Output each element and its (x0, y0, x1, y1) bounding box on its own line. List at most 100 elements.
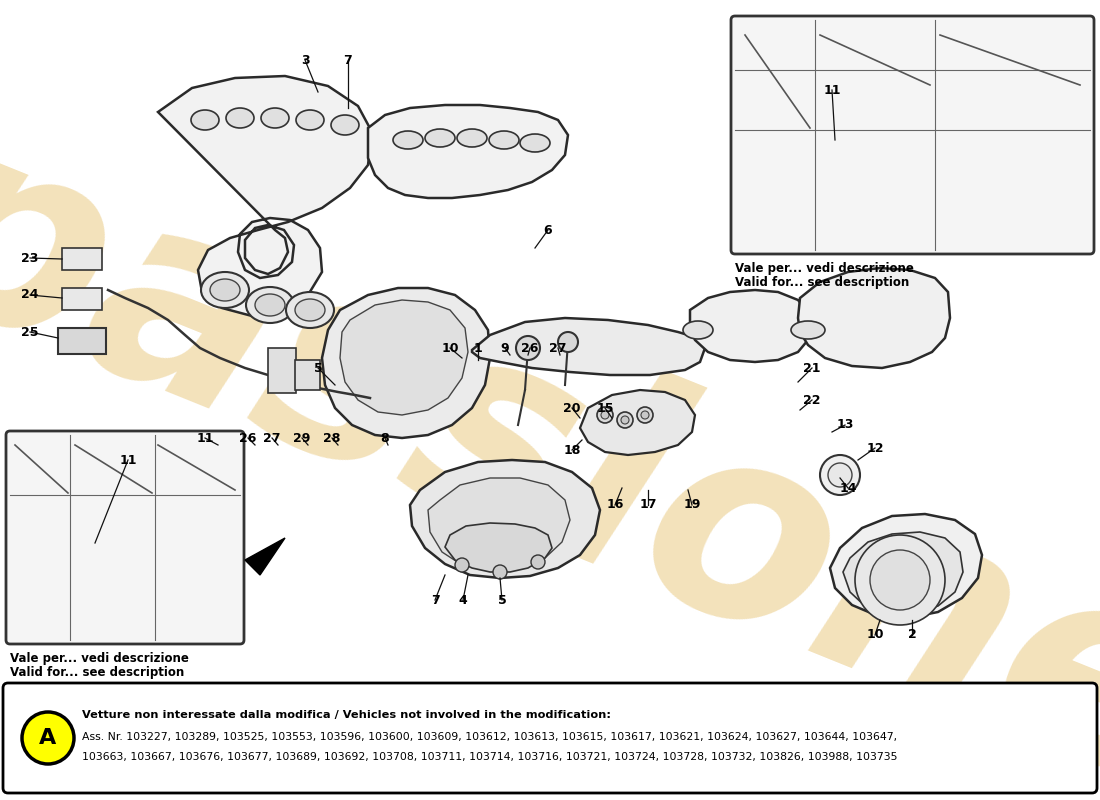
Text: Vale per... vedi descrizione: Vale per... vedi descrizione (735, 262, 914, 275)
Text: 6: 6 (543, 223, 552, 237)
Circle shape (617, 412, 632, 428)
Text: 5: 5 (497, 594, 506, 606)
Text: 5: 5 (314, 362, 322, 374)
Polygon shape (340, 300, 468, 415)
Polygon shape (690, 290, 808, 362)
Text: 21: 21 (803, 362, 821, 374)
FancyBboxPatch shape (732, 16, 1094, 254)
Ellipse shape (261, 108, 289, 128)
Ellipse shape (226, 108, 254, 128)
Ellipse shape (296, 110, 324, 130)
Text: 1: 1 (474, 342, 483, 354)
Polygon shape (368, 105, 568, 198)
Polygon shape (158, 76, 372, 316)
Text: 26: 26 (240, 431, 256, 445)
FancyBboxPatch shape (3, 683, 1097, 793)
Ellipse shape (393, 131, 424, 149)
Bar (62, 288, 102, 310)
Ellipse shape (246, 287, 294, 323)
Ellipse shape (295, 299, 324, 321)
Circle shape (637, 407, 653, 423)
Ellipse shape (456, 129, 487, 147)
Polygon shape (410, 460, 600, 578)
Ellipse shape (210, 279, 240, 301)
Text: 15: 15 (596, 402, 614, 414)
Polygon shape (472, 318, 705, 375)
Polygon shape (428, 478, 570, 570)
Text: 7: 7 (343, 54, 352, 66)
Text: 9: 9 (500, 342, 509, 354)
Bar (268, 348, 296, 393)
Text: 17: 17 (639, 498, 657, 511)
Text: 24: 24 (21, 289, 38, 302)
Bar (58, 328, 106, 354)
Circle shape (493, 565, 507, 579)
Circle shape (455, 558, 469, 572)
Bar (295, 360, 320, 390)
Ellipse shape (425, 129, 455, 147)
Text: 3: 3 (300, 54, 309, 66)
Ellipse shape (490, 131, 519, 149)
Text: 27: 27 (263, 431, 280, 445)
Text: 10: 10 (867, 629, 883, 642)
Bar (62, 248, 102, 270)
Text: 19: 19 (683, 498, 701, 511)
Text: 7: 7 (430, 594, 439, 606)
Ellipse shape (683, 321, 713, 339)
Circle shape (870, 550, 930, 610)
Ellipse shape (191, 110, 219, 130)
Text: 18: 18 (563, 443, 581, 457)
Ellipse shape (286, 292, 334, 328)
Circle shape (22, 712, 74, 764)
Circle shape (531, 555, 544, 569)
Ellipse shape (791, 321, 825, 339)
Text: 11: 11 (823, 83, 840, 97)
Text: 4: 4 (459, 594, 468, 606)
Polygon shape (580, 390, 695, 455)
Text: Valid for... see description: Valid for... see description (735, 276, 910, 289)
Circle shape (601, 411, 609, 419)
Circle shape (597, 407, 613, 423)
Ellipse shape (520, 134, 550, 152)
Text: Valid for... see description: Valid for... see description (10, 666, 185, 679)
Polygon shape (800, 272, 944, 368)
Text: 22: 22 (803, 394, 821, 406)
Text: 2: 2 (908, 629, 916, 642)
Circle shape (516, 336, 540, 360)
Circle shape (621, 416, 629, 424)
Text: A: A (40, 728, 56, 748)
Ellipse shape (331, 115, 359, 135)
Text: 16: 16 (606, 498, 624, 511)
Text: 20: 20 (563, 402, 581, 414)
Circle shape (820, 455, 860, 495)
Polygon shape (322, 288, 490, 438)
FancyBboxPatch shape (6, 431, 244, 644)
Text: Vetture non interessate dalla modifica / Vehicles not involved in the modificati: Vetture non interessate dalla modifica /… (82, 710, 610, 720)
Polygon shape (843, 532, 962, 614)
Text: 103663, 103667, 103676, 103677, 103689, 103692, 103708, 103711, 103714, 103716, : 103663, 103667, 103676, 103677, 103689, … (82, 752, 898, 762)
Circle shape (558, 332, 578, 352)
Text: 23: 23 (21, 251, 38, 265)
Ellipse shape (201, 272, 249, 308)
Polygon shape (798, 268, 950, 368)
Circle shape (855, 535, 945, 625)
Text: Ass. Nr. 103227, 103289, 103525, 103553, 103596, 103600, 103609, 103612, 103613,: Ass. Nr. 103227, 103289, 103525, 103553,… (82, 732, 898, 742)
Text: 11: 11 (119, 454, 136, 466)
Text: passione: passione (0, 89, 1100, 800)
Text: 28: 28 (323, 431, 341, 445)
Polygon shape (245, 538, 285, 575)
Circle shape (641, 411, 649, 419)
Polygon shape (830, 514, 982, 618)
Text: 10: 10 (441, 342, 459, 354)
Polygon shape (446, 523, 552, 572)
Circle shape (828, 463, 852, 487)
Text: 25: 25 (21, 326, 38, 338)
Text: 14: 14 (839, 482, 857, 494)
Text: 11: 11 (196, 431, 213, 445)
Text: 29: 29 (294, 431, 310, 445)
Text: 13: 13 (836, 418, 854, 431)
Text: 26: 26 (521, 342, 539, 354)
Text: Vale per... vedi descrizione: Vale per... vedi descrizione (10, 652, 189, 665)
Text: 8: 8 (381, 431, 389, 445)
Ellipse shape (255, 294, 285, 316)
